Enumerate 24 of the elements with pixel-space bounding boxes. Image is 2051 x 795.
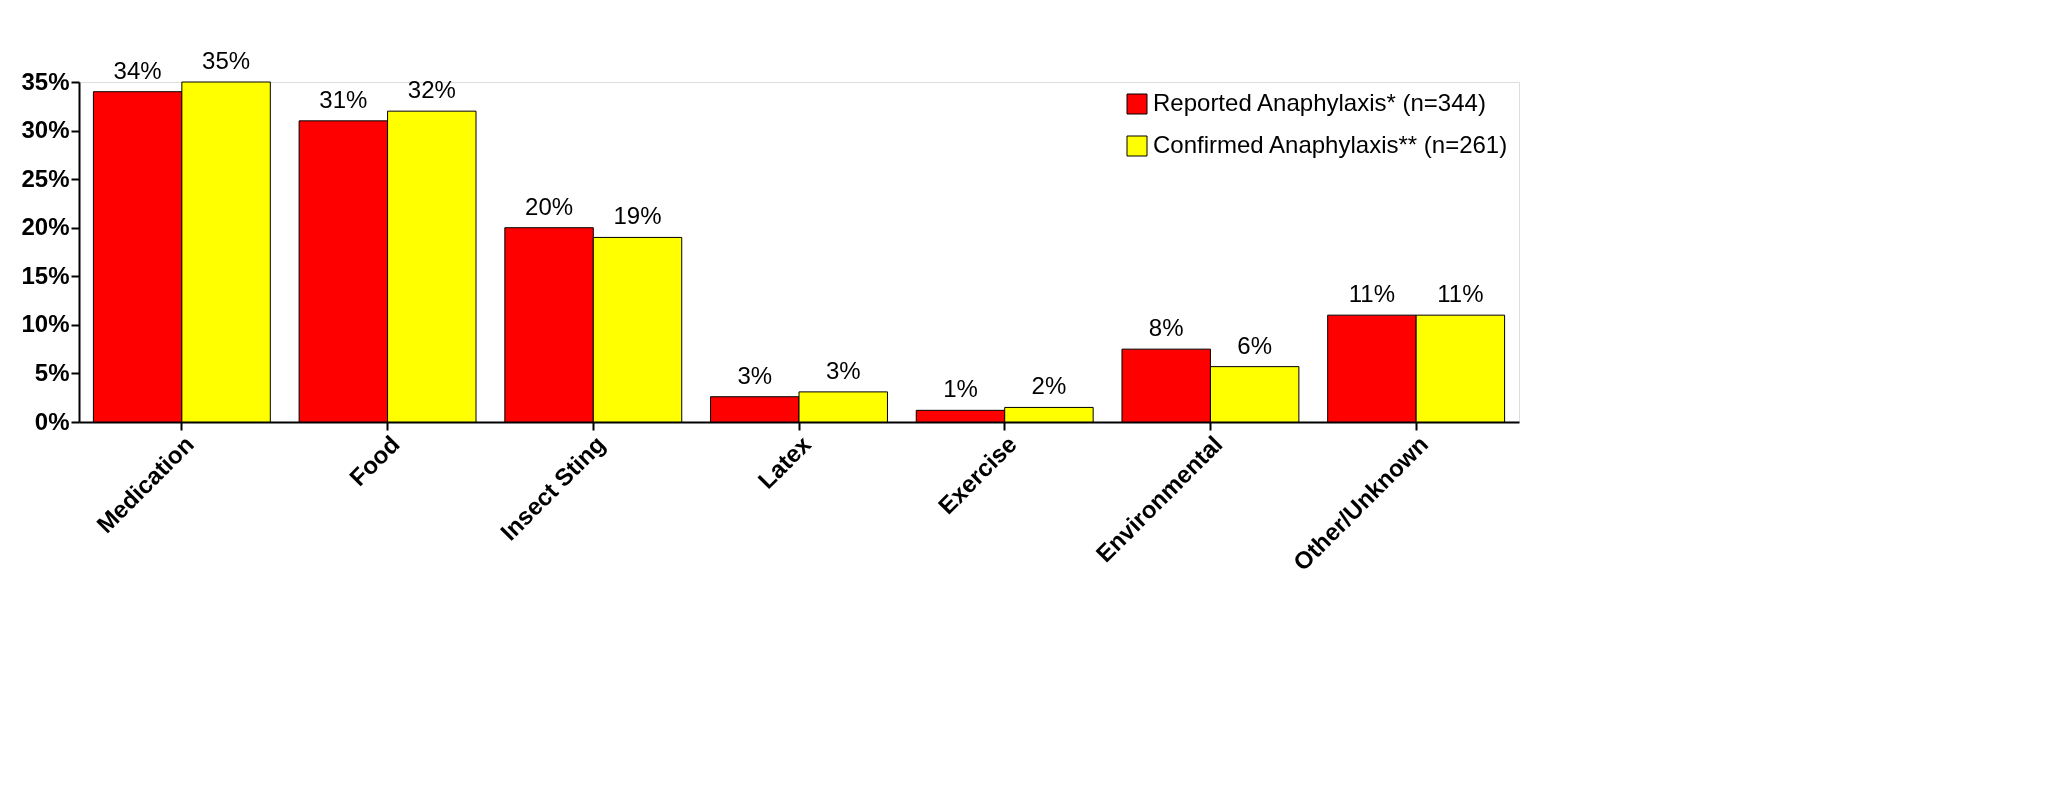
legend-label: Reported Anaphylaxis* (n=344) xyxy=(1153,89,1486,116)
data-label: 1% xyxy=(943,375,978,403)
y-tick-label: 0% xyxy=(34,407,70,435)
data-label: 11% xyxy=(1348,280,1396,308)
data-label: 3% xyxy=(737,361,773,389)
data-label: 34% xyxy=(113,56,162,84)
y-tick-label: 25% xyxy=(21,164,70,192)
data-label: 3% xyxy=(825,356,861,384)
data-label: 6% xyxy=(1237,331,1272,359)
y-tick-label: 30% xyxy=(21,116,70,144)
data-label: 32% xyxy=(407,76,456,104)
data-label: 2% xyxy=(1031,372,1067,400)
data-label: 31% xyxy=(319,85,368,113)
data-label: 19% xyxy=(613,202,662,230)
y-tick-label: 15% xyxy=(21,261,70,289)
legend-label: Confirmed Anaphylaxis** (n=261) xyxy=(1153,131,1508,158)
data-label: 11% xyxy=(1437,280,1484,308)
data-label: 35% xyxy=(202,47,251,74)
y-tick-label: 35% xyxy=(21,67,70,95)
y-tick-label: 5% xyxy=(34,358,70,386)
y-tick-label: 10% xyxy=(21,310,70,338)
data-label: 8% xyxy=(1148,314,1184,342)
y-tick-label: 20% xyxy=(21,213,70,241)
data-label: 20% xyxy=(525,192,574,220)
